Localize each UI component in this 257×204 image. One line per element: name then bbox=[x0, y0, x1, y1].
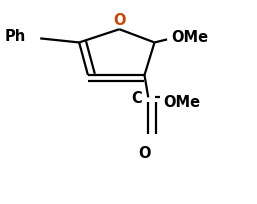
Text: C: C bbox=[131, 91, 142, 105]
Text: OMe: OMe bbox=[171, 30, 208, 45]
Text: O: O bbox=[113, 13, 126, 28]
Text: Ph: Ph bbox=[5, 29, 26, 44]
Text: O: O bbox=[138, 146, 151, 161]
Text: OMe: OMe bbox=[163, 94, 200, 110]
